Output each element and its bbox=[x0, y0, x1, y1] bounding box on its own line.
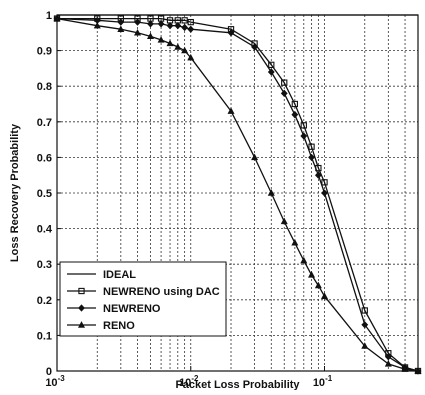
data-point bbox=[147, 20, 154, 28]
data-point bbox=[308, 153, 315, 162]
legend-item: IDEAL bbox=[67, 269, 136, 281]
data-point bbox=[314, 171, 322, 179]
y-tick-label: 0.7 bbox=[37, 117, 52, 129]
data-point bbox=[181, 46, 189, 54]
y-tick-label: 1 bbox=[46, 10, 52, 22]
data-point bbox=[384, 353, 392, 361]
y-tick-label: 0.8 bbox=[37, 81, 52, 93]
series-reno bbox=[53, 14, 422, 374]
data-point bbox=[414, 367, 422, 374]
data-point bbox=[251, 43, 258, 51]
data-point bbox=[280, 217, 288, 225]
data-point bbox=[117, 25, 125, 32]
data-point bbox=[268, 61, 275, 68]
x-tick-label: 10-1 bbox=[313, 374, 333, 389]
x-axis-label: Packet Loss Probability bbox=[175, 379, 300, 390]
y-tick-label: 0 bbox=[46, 366, 52, 378]
legend-label: RENO bbox=[103, 320, 135, 332]
data-point bbox=[267, 68, 275, 76]
y-axis-label: Loss Recovery Probability bbox=[9, 123, 21, 262]
data-point bbox=[157, 20, 165, 28]
data-point bbox=[321, 179, 328, 186]
x-tick-label: 10-2 bbox=[179, 374, 199, 389]
data-point bbox=[291, 239, 299, 246]
data-point bbox=[181, 23, 189, 32]
data-point bbox=[280, 89, 288, 97]
legend-item: RENO bbox=[67, 320, 135, 332]
data-point bbox=[146, 32, 154, 40]
data-point bbox=[291, 100, 298, 108]
legend-item: NEWRENO bbox=[67, 303, 161, 315]
x-tick-label: 10-3 bbox=[45, 374, 65, 389]
data-point bbox=[314, 281, 322, 289]
y-tick-label: 0.4 bbox=[37, 224, 53, 236]
data-point bbox=[308, 143, 315, 150]
data-point bbox=[134, 18, 141, 26]
data-point bbox=[384, 360, 392, 367]
data-point bbox=[174, 43, 182, 50]
y-tick-label: 0.5 bbox=[37, 188, 52, 200]
data-point bbox=[117, 18, 125, 26]
legend-label: NEWRENO using DAC bbox=[103, 286, 220, 298]
legend-marker bbox=[78, 304, 85, 312]
data-point bbox=[281, 79, 288, 86]
data-point bbox=[361, 321, 369, 329]
data-point bbox=[361, 307, 368, 314]
data-point bbox=[291, 111, 299, 119]
series-layer bbox=[53, 14, 422, 375]
data-point bbox=[187, 25, 195, 33]
data-point bbox=[157, 36, 165, 43]
data-point bbox=[361, 342, 369, 349]
data-point bbox=[300, 256, 308, 264]
legend: IDEAL NEWRENO using DAC NEWRENO RENO bbox=[59, 261, 227, 337]
data-point bbox=[251, 153, 259, 161]
data-point bbox=[134, 28, 142, 36]
data-point bbox=[53, 14, 61, 22]
data-point bbox=[401, 365, 409, 372]
legend-marker bbox=[78, 287, 85, 295]
data-point bbox=[93, 21, 101, 29]
data-point bbox=[227, 29, 235, 37]
data-point bbox=[227, 107, 235, 114]
y-tick-label: 0.9 bbox=[37, 46, 52, 58]
data-point bbox=[321, 292, 329, 299]
data-point bbox=[300, 122, 307, 129]
y-tick-label: 0.6 bbox=[37, 152, 52, 164]
legend-label: IDEAL bbox=[103, 269, 136, 281]
data-point bbox=[300, 132, 308, 140]
data-point bbox=[166, 39, 174, 47]
data-point bbox=[166, 22, 174, 30]
axis-ticks: 0 0.1 0.2 0.3 0.4 0.5 0.6 0.7 0.8 0.9 1 10-3 10-2 10-… bbox=[37, 10, 333, 389]
data-point bbox=[187, 18, 194, 26]
legend-label: NEWRENO bbox=[103, 303, 161, 315]
y-tick-label: 0.2 bbox=[37, 295, 52, 307]
legend-item: NEWRENO using DAC bbox=[67, 286, 220, 298]
data-point bbox=[308, 271, 316, 278]
y-tick-label: 0.1 bbox=[37, 330, 52, 342]
legend-marker bbox=[77, 321, 86, 328]
data-point bbox=[267, 189, 275, 196]
data-point bbox=[321, 189, 328, 197]
y-tick-label: 0.3 bbox=[37, 259, 52, 271]
data-point bbox=[174, 22, 182, 30]
data-point bbox=[181, 17, 188, 24]
data-point bbox=[187, 53, 195, 61]
